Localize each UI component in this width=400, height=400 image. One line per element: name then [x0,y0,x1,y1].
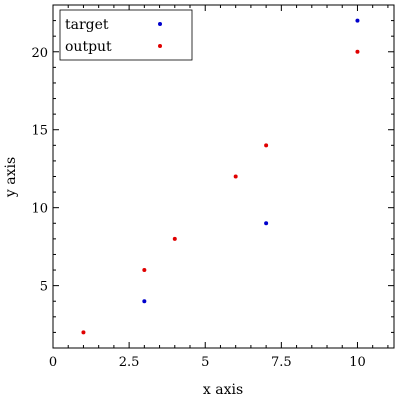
data-point-target [142,299,147,304]
x-tick-label: 7.5 [271,355,292,370]
data-point-target [264,221,269,226]
legend: target output [59,9,193,61]
data-point-output [142,268,147,273]
data-point-output [264,143,269,148]
legend-label-output: output [65,39,112,55]
y-tick-label: 5 [40,280,48,295]
x-tick-label: 2.5 [119,355,140,370]
x-tick-label: 5 [201,355,209,370]
legend-marker-output [158,44,162,48]
x-tick-label: 0 [49,355,57,370]
x-tick-label: 10 [349,355,366,370]
data-point-output [81,330,86,335]
legend-label-target: target [65,17,109,33]
data-point-output [172,236,177,241]
x-axis-label: x axis [203,382,243,398]
data-point-output [355,49,360,54]
legend-box [59,9,193,61]
axis-ticks: 0 2.5 5 7.5 10 5 10 15 20 [31,4,394,370]
data-point-target [355,18,360,23]
y-tick-label: 15 [31,124,48,139]
y-tick-label: 20 [31,46,48,61]
y-tick-label: 10 [31,202,48,217]
legend-marker-target [158,22,162,26]
data-points [81,18,360,335]
y-axis-label: y axis [3,157,19,198]
data-point-output [233,174,238,179]
